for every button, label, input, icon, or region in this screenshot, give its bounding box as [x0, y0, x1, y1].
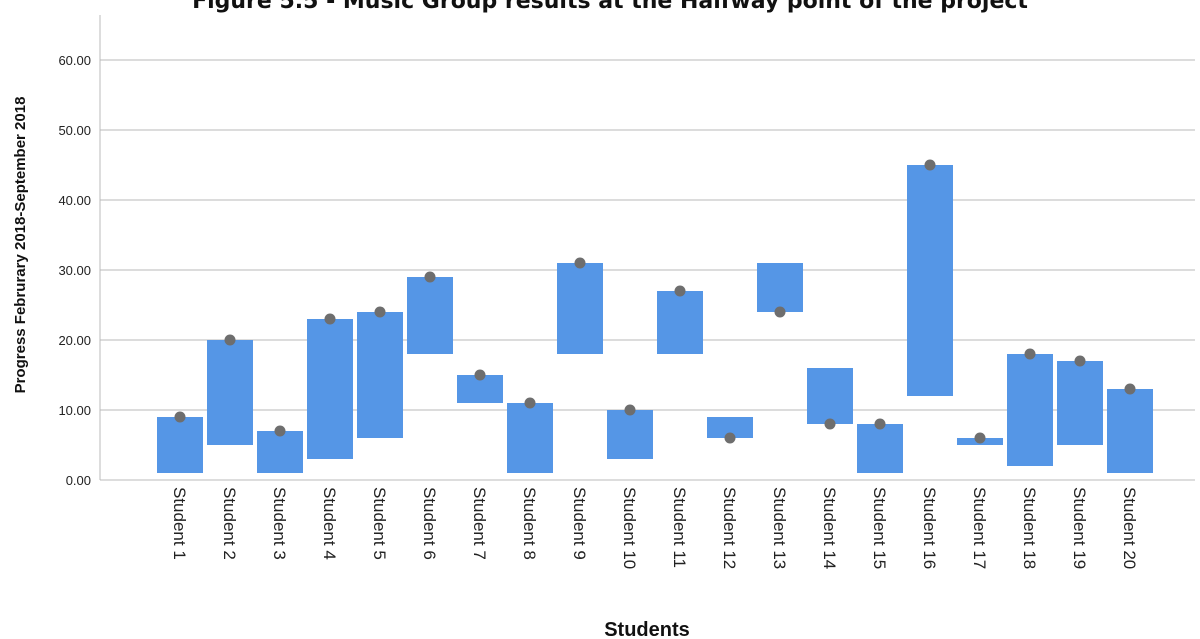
- x-tick-label: Student 7: [470, 487, 489, 560]
- range-bar: [307, 319, 353, 459]
- x-tick-label: Student 13: [770, 487, 789, 569]
- x-tick-label: Student 6: [420, 487, 439, 560]
- range-bar: [507, 403, 553, 473]
- y-tick-label: 20.00: [58, 333, 91, 348]
- range-bar: [1107, 389, 1153, 473]
- value-marker: [674, 285, 686, 297]
- chart-title: Figure 5.5 - Music Group results at the …: [192, 0, 1028, 14]
- y-tick-label: 30.00: [58, 263, 91, 278]
- y-axis-label: Progress Februrary 2018-September 2018: [12, 97, 29, 394]
- value-marker: [374, 306, 386, 318]
- range-bar: [207, 340, 253, 445]
- value-marker: [174, 411, 186, 423]
- value-marker: [324, 313, 336, 325]
- range-bar: [757, 263, 803, 312]
- value-marker: [424, 271, 436, 283]
- value-marker: [624, 404, 636, 416]
- range-bar: [157, 417, 203, 473]
- value-marker: [524, 397, 536, 409]
- value-marker: [474, 369, 486, 381]
- x-axis-label: Students: [604, 619, 690, 639]
- x-tick-label: Student 8: [520, 487, 539, 560]
- value-marker: [1024, 348, 1036, 360]
- x-tick-label: Student 14: [820, 487, 839, 569]
- x-tick-label: Student 1: [170, 487, 189, 560]
- x-tick-label: Student 20: [1120, 487, 1139, 569]
- x-tick-label: Student 12: [720, 487, 739, 569]
- value-marker: [974, 432, 986, 444]
- range-bar: [607, 410, 653, 459]
- x-tick-label: Student 10: [620, 487, 639, 569]
- range-bar: [907, 165, 953, 396]
- y-tick-label: 40.00: [58, 193, 91, 208]
- range-bar: [707, 417, 753, 438]
- value-marker: [874, 418, 886, 430]
- x-tick-label: Student 15: [870, 487, 889, 569]
- y-tick-label: 10.00: [58, 403, 91, 418]
- markers: [174, 159, 1136, 444]
- range-bar: [557, 263, 603, 354]
- y-tick-label: 50.00: [58, 123, 91, 138]
- x-tick-label: Student 4: [320, 487, 339, 560]
- range-bar: [257, 431, 303, 473]
- x-tick-label: Student 3: [270, 487, 289, 560]
- x-tick-label: Student 5: [370, 487, 389, 560]
- value-marker: [824, 418, 836, 430]
- value-marker: [774, 306, 786, 318]
- range-bar: [657, 291, 703, 354]
- x-tick-label: Student 11: [670, 487, 689, 568]
- x-tick-label: Student 2: [220, 487, 239, 560]
- x-tick-label: Student 9: [570, 487, 589, 560]
- value-marker: [1074, 355, 1086, 367]
- value-marker: [224, 334, 236, 346]
- value-marker: [924, 159, 936, 171]
- x-tick-label: Student 18: [1020, 487, 1039, 569]
- range-bar: [1007, 354, 1053, 466]
- range-bar: [407, 277, 453, 354]
- x-tick-label: Student 17: [970, 487, 989, 569]
- bars: [157, 165, 1153, 473]
- x-tick-label: Student 16: [920, 487, 939, 569]
- y-tick-label: 60.00: [58, 53, 91, 68]
- range-bar: [857, 424, 903, 473]
- value-marker: [274, 425, 286, 437]
- y-tick-label: 0.00: [66, 473, 91, 488]
- value-marker: [724, 432, 736, 444]
- range-bar: [807, 368, 853, 424]
- x-tick-labels: Student 1 Student 2 Student 3 Student 4 Stud…: [170, 487, 1139, 569]
- range-bar: [357, 312, 403, 438]
- value-marker: [574, 257, 586, 269]
- value-marker: [1124, 383, 1136, 395]
- y-tick-labels: 0.00 10.00 20.00 30.00 40.00 50.00 60.00: [58, 53, 91, 488]
- range-bar: [1057, 361, 1103, 445]
- x-tick-label: Student 19: [1070, 487, 1089, 569]
